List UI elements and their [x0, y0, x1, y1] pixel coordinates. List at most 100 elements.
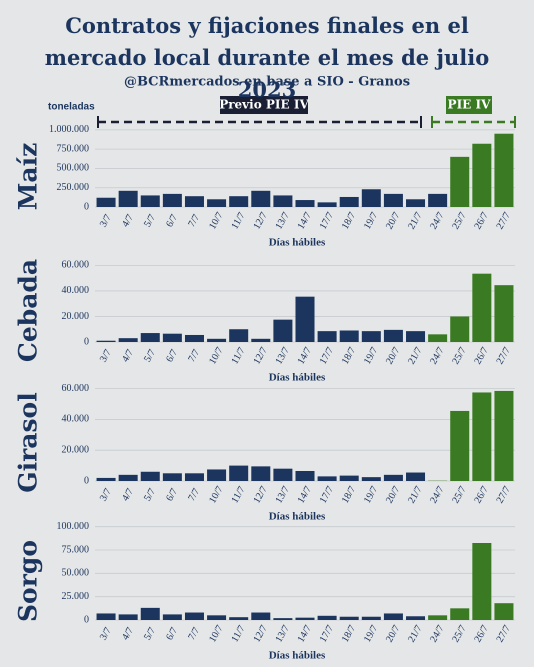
- x-tick-label: 10/7: [207, 484, 225, 505]
- bar: [406, 616, 426, 620]
- x-tick-label: 13/7: [274, 484, 292, 505]
- x-tick-label: 12/7: [251, 484, 269, 505]
- x-tick-label: 20/7: [384, 484, 402, 505]
- y-tick-label: 0: [84, 201, 89, 212]
- bar: [273, 618, 293, 620]
- bar: [472, 392, 492, 481]
- bar: [494, 285, 514, 342]
- y-tick-label: 25.000: [62, 591, 90, 602]
- x-tick-label: 10/7: [207, 210, 225, 231]
- y-tick-label: 250.000: [57, 182, 90, 193]
- x-tick-label: 27/7: [495, 210, 513, 231]
- x-tick-label: 7/7: [186, 626, 202, 643]
- x-tick-label: 27/7: [495, 623, 513, 644]
- bar: [96, 197, 116, 207]
- x-tick-label: 11/7: [229, 211, 247, 232]
- x-tick-label: 19/7: [362, 623, 380, 644]
- bar: [339, 616, 359, 620]
- y-tick-label: 0: [84, 336, 89, 347]
- x-tick-label: 4/7: [120, 348, 136, 365]
- y-tick-label: 60.000: [62, 260, 90, 271]
- x-tick-label: 18/7: [340, 210, 358, 231]
- bar: [472, 543, 492, 620]
- bar: [118, 190, 138, 207]
- period-label: PIE IV: [448, 98, 492, 112]
- bar: [273, 319, 293, 342]
- bar: [472, 143, 492, 207]
- unit-label: toneladas: [48, 102, 95, 113]
- bar: [184, 473, 204, 481]
- bar: [140, 333, 160, 342]
- x-tick-label: 6/7: [164, 487, 180, 504]
- x-tick-label: 18/7: [340, 345, 358, 366]
- y-tick-label: 1.000.000: [49, 124, 89, 135]
- bar: [450, 156, 470, 207]
- bar: [162, 193, 182, 207]
- x-tick-label: 10/7: [207, 623, 225, 644]
- x-tick-label: 6/7: [164, 626, 180, 643]
- x-tick-label: 7/7: [186, 487, 202, 504]
- x-tick-label: 5/7: [142, 626, 158, 643]
- bar: [118, 338, 138, 342]
- bar: [207, 469, 227, 481]
- y-axis-title: Sorgo: [14, 540, 43, 622]
- x-tick-label: 19/7: [362, 210, 380, 231]
- x-tick-label: 6/7: [164, 213, 180, 230]
- bar: [339, 196, 359, 207]
- bar: [383, 474, 403, 481]
- bar: [450, 410, 470, 481]
- x-tick-label: 6/7: [164, 348, 180, 365]
- x-tick-label: 4/7: [120, 213, 136, 230]
- x-tick-label: 17/7: [318, 210, 336, 231]
- y-axis-title: Cebada: [14, 259, 43, 362]
- y-tick-label: 100.000: [57, 521, 90, 532]
- y-axis-title: Girasol: [14, 392, 43, 492]
- x-tick-label: 5/7: [142, 348, 158, 365]
- bar: [273, 468, 293, 481]
- x-tick-label: 27/7: [495, 484, 513, 505]
- y-tick-label: 500.000: [57, 163, 90, 174]
- bar: [361, 189, 381, 207]
- bar: [383, 193, 403, 207]
- bar: [361, 477, 381, 481]
- bar: [361, 616, 381, 620]
- y-tick-label: 0: [84, 475, 89, 486]
- bar: [118, 474, 138, 481]
- x-tick-label: 7/7: [186, 348, 202, 365]
- page-title: Contratos y fijaciones finales en el mer…: [44, 13, 490, 102]
- bar: [162, 333, 182, 342]
- x-tick-label: 5/7: [142, 487, 158, 504]
- x-tick-label: 25/7: [450, 484, 468, 505]
- bar: [383, 613, 403, 620]
- x-tick-label: 20/7: [384, 210, 402, 231]
- subtitle: @BCRmercados en base a SIO - Granos: [124, 75, 410, 90]
- bar: [96, 613, 116, 620]
- y-axis-title: Maíz: [14, 143, 43, 211]
- bar: [251, 466, 271, 481]
- bar: [118, 614, 138, 620]
- bar: [273, 195, 293, 207]
- bar: [494, 133, 514, 207]
- x-tick-label: 26/7: [472, 623, 490, 644]
- x-tick-label: 13/7: [274, 345, 292, 366]
- bar: [251, 338, 271, 342]
- bar: [494, 603, 514, 620]
- x-tick-label: 11/7: [229, 485, 247, 506]
- period-box: [220, 96, 308, 114]
- bar: [207, 199, 227, 207]
- x-tick-label: 17/7: [318, 623, 336, 644]
- x-tick-label: 5/7: [142, 213, 158, 230]
- period-box: [446, 96, 492, 114]
- y-tick-label: 20.000: [62, 311, 90, 322]
- x-tick-label: 24/7: [428, 210, 446, 231]
- x-tick-label: 18/7: [340, 484, 358, 505]
- x-tick-label: 24/7: [428, 484, 446, 505]
- bar: [295, 617, 315, 620]
- bar: [295, 470, 315, 481]
- x-tick-label: 13/7: [274, 210, 292, 231]
- bar: [339, 475, 359, 481]
- period-label: Previo PIE IV: [219, 98, 309, 112]
- bar: [317, 615, 337, 620]
